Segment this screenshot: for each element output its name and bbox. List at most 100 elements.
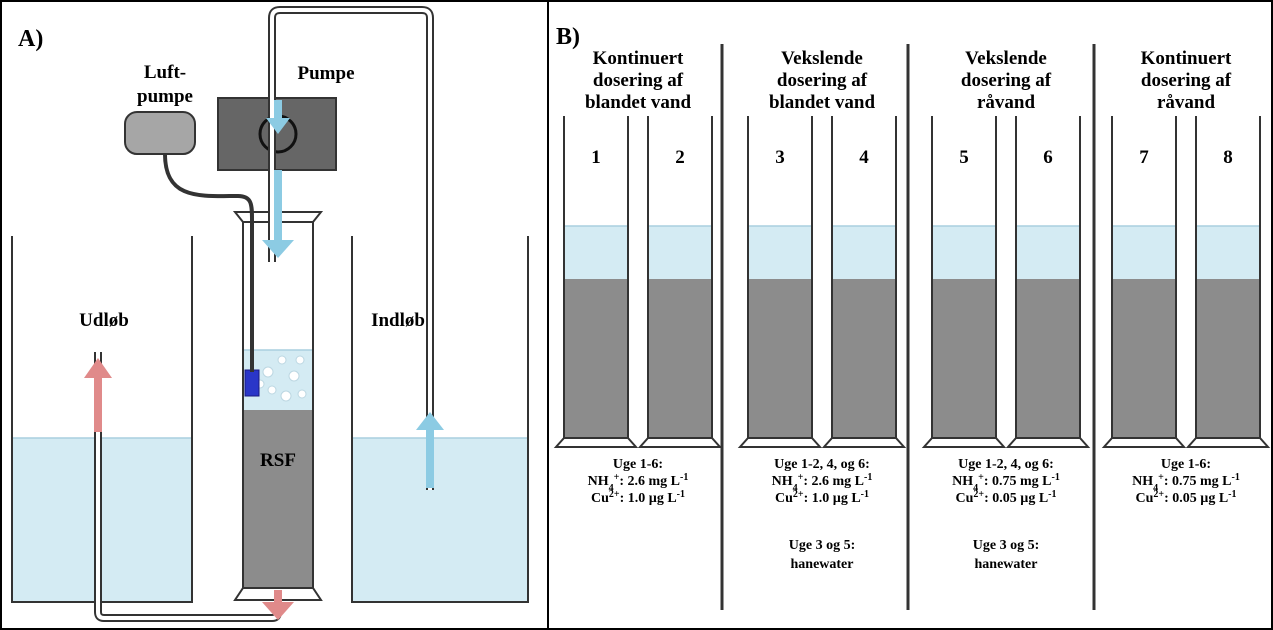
dose-line-part: -1 bbox=[1052, 472, 1060, 483]
column-base bbox=[1005, 437, 1091, 448]
dose-line-part: -1 bbox=[677, 489, 685, 500]
dose-line-part: 2+ bbox=[793, 489, 804, 500]
column-media bbox=[648, 279, 712, 438]
filter-column: 2 bbox=[637, 116, 723, 448]
column-number: 2 bbox=[675, 147, 685, 168]
column-media bbox=[932, 279, 996, 438]
bubble bbox=[297, 389, 307, 399]
outlet-label: Udløb bbox=[79, 310, 129, 331]
pump-flow-arrow-stem bbox=[274, 100, 282, 120]
dose-line-part: 4 bbox=[609, 483, 614, 494]
air-diffuser bbox=[244, 369, 260, 397]
group-title-line: Kontinuert bbox=[1141, 48, 1232, 69]
dose-line: Uge 1-6: bbox=[1161, 457, 1211, 472]
column-outflow-arrow-icon bbox=[262, 602, 294, 620]
bubble bbox=[277, 355, 287, 365]
column-media bbox=[748, 279, 812, 438]
dose-line-part: : 0.75 mg L bbox=[984, 474, 1052, 489]
inlet-tube-inner bbox=[270, 8, 432, 490]
rsf-filter-media bbox=[243, 410, 313, 588]
dose-line-part: Cu bbox=[591, 491, 609, 506]
column-water bbox=[1016, 226, 1080, 279]
group-title-line: blandet vand bbox=[769, 92, 876, 113]
dose-line-part: -1 bbox=[1048, 489, 1056, 500]
dose-line-part: Cu bbox=[955, 491, 973, 506]
dose-line-part: NH bbox=[1132, 474, 1153, 489]
column-walls bbox=[831, 116, 897, 438]
dose-line-part: : 0.75 mg L bbox=[1164, 474, 1232, 489]
filter-column: 3 bbox=[737, 116, 823, 448]
dose-line: Uge 1-6: bbox=[613, 457, 663, 472]
column-number: 3 bbox=[775, 147, 785, 168]
dose-line: NH4+: 0.75 mg L-1 bbox=[1132, 472, 1240, 494]
panel-a-label: A) bbox=[18, 26, 43, 52]
dose-line-part: : 1.0 µg L bbox=[804, 491, 861, 506]
dose-line-part: : 0.05 µg L bbox=[1164, 491, 1228, 506]
inlet-label: Indløb bbox=[371, 310, 425, 331]
group-title-line: Vekslende bbox=[965, 48, 1047, 69]
panel-a-setup: A) RSF bbox=[11, 6, 529, 622]
column-water bbox=[564, 226, 628, 279]
column-walls bbox=[1015, 116, 1081, 438]
dose-line-part: -1 bbox=[864, 472, 872, 483]
dose-line-part: NH bbox=[952, 474, 973, 489]
dose-line: Cu2+: 1.0 µg L-1 bbox=[591, 489, 685, 507]
column-groups: Kontinuert dosering af blandet vand 1 2 Uge 1… bbox=[553, 48, 1271, 572]
column-number: 6 bbox=[1043, 147, 1053, 168]
dose-line-part: -1 bbox=[1232, 472, 1240, 483]
column-base bbox=[553, 437, 639, 448]
dose-line-part: 4 bbox=[1153, 483, 1158, 494]
bubble bbox=[262, 366, 274, 378]
dose-line-part: + bbox=[614, 472, 620, 483]
dose-line-part: -1 bbox=[861, 489, 869, 500]
column-base bbox=[1185, 437, 1271, 448]
air-pump-label-line1: Luft- bbox=[144, 62, 186, 83]
inlet-tank-water bbox=[352, 438, 528, 602]
column-base bbox=[821, 437, 907, 448]
hanewater-note-line: Uge 3 og 5: bbox=[973, 538, 1040, 553]
column-outflow-arrow-stem bbox=[274, 590, 282, 604]
column-water bbox=[648, 226, 712, 279]
dose-line: NH4+: 0.75 mg L-1 bbox=[952, 472, 1060, 494]
hanewater-note-line: hanewater bbox=[975, 557, 1038, 572]
rsf-label: RSF bbox=[260, 450, 296, 471]
dose-line: Cu2+: 0.05 µg L-1 bbox=[955, 489, 1056, 507]
bubble bbox=[267, 385, 277, 395]
outlet-flow-arrow-icon bbox=[84, 358, 112, 378]
column-number: 4 bbox=[859, 147, 869, 168]
column-media bbox=[1196, 279, 1260, 438]
dose-line-part: + bbox=[1158, 472, 1164, 483]
dose-line-part: 4 bbox=[973, 483, 978, 494]
air-hose bbox=[163, 153, 254, 372]
dose-line-part: Cu bbox=[775, 491, 793, 506]
dose-line: Cu2+: 1.0 µg L-1 bbox=[775, 489, 869, 507]
group-title-line: råvand bbox=[977, 92, 1036, 113]
column-base bbox=[637, 437, 723, 448]
rsf-column: RSF bbox=[232, 211, 324, 601]
column-number: 1 bbox=[591, 147, 601, 168]
column-water bbox=[932, 226, 996, 279]
column-inflow-arrow-icon bbox=[262, 240, 294, 258]
dose-line-part: : 2.6 mg L bbox=[619, 474, 680, 489]
dose-line-part: 4 bbox=[793, 483, 798, 494]
air-bubbles bbox=[255, 355, 307, 402]
rsf-column-walls bbox=[242, 222, 314, 588]
filter-column: 1 bbox=[553, 116, 639, 448]
dose-line-part: + bbox=[798, 472, 804, 483]
bubble bbox=[295, 355, 305, 365]
column-base bbox=[1101, 437, 1187, 448]
column-base bbox=[737, 437, 823, 448]
group-title-line: dosering af bbox=[961, 70, 1052, 91]
column-media bbox=[1112, 279, 1176, 438]
dose-line-part: Cu bbox=[1135, 491, 1153, 506]
inlet-tank-walls bbox=[351, 236, 529, 603]
air-pump-label-line2: pumpe bbox=[137, 86, 193, 107]
group-title-line: råvand bbox=[1157, 92, 1216, 113]
column-walls bbox=[563, 116, 629, 438]
dose-line-part: 2+ bbox=[609, 489, 620, 500]
